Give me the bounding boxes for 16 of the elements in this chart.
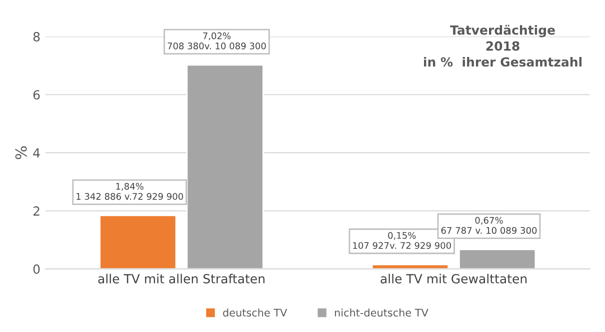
y-tick-label: 4 xyxy=(33,148,40,158)
y-axis-title: % xyxy=(15,146,27,160)
y-tick-label: 6 xyxy=(33,90,40,100)
legend-label: deutsche TV xyxy=(223,308,288,317)
x-tick-label: alle TV mit Gewalttaten xyxy=(380,274,527,284)
chart-title: Tatverdächtige 2018 in % ihrer Gesamtzahl xyxy=(424,24,582,67)
y-tick-label: 2 xyxy=(33,206,40,216)
bar xyxy=(99,214,177,269)
bar xyxy=(458,248,536,269)
y-tick-label: 8 xyxy=(33,32,40,42)
y-tick-label: 0 xyxy=(33,264,40,274)
data-label: 7,02% 708 380v. 10 089 300 xyxy=(168,32,266,50)
x-tick-label: alle TV mit allen Straftaten xyxy=(98,274,264,284)
legend-label: nicht-deutsche TV xyxy=(334,308,428,317)
data-label: 1,84% 1 342 886 v.72 929 900 xyxy=(76,182,184,200)
data-label: 0,67% 67 787 v. 10 089 300 xyxy=(441,216,537,234)
